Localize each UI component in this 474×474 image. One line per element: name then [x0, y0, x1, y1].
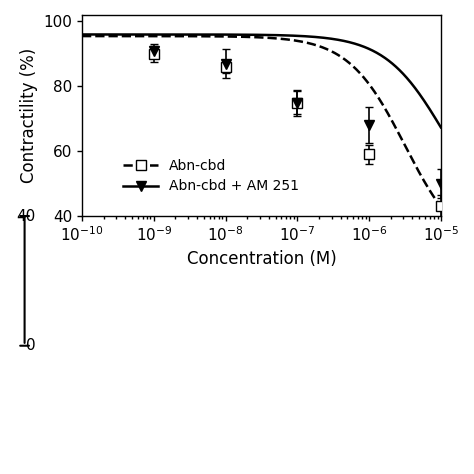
X-axis label: Concentration (M): Concentration (M)	[187, 250, 337, 268]
Y-axis label: Contractility (%): Contractility (%)	[20, 48, 38, 183]
Legend: Abn-cbd, Abn-cbd + AM 251: Abn-cbd, Abn-cbd + AM 251	[118, 153, 305, 199]
Text: 0: 0	[26, 338, 36, 353]
Text: 40: 40	[16, 209, 36, 224]
